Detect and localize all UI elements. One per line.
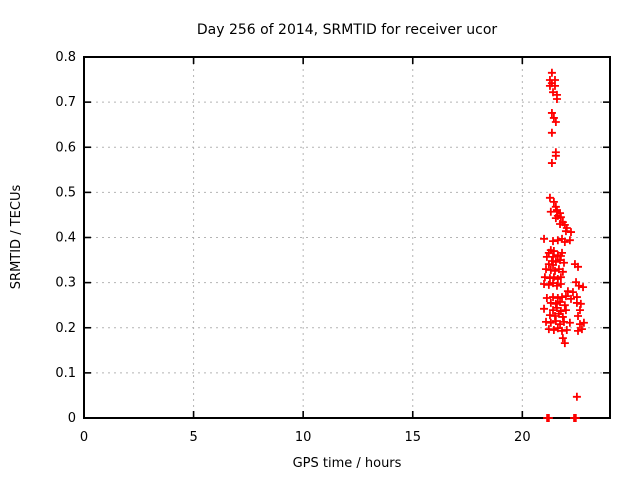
data-points xyxy=(540,68,588,422)
y-axis-label: SRMTID / TECUs xyxy=(9,185,24,290)
grid-lines xyxy=(84,57,610,418)
y-tick-label: 0.2 xyxy=(55,321,76,336)
y-tick-label: 0 xyxy=(68,411,76,426)
x-tick-label: 15 xyxy=(404,430,421,445)
y-tick-label: 0.5 xyxy=(55,185,76,200)
y-tick-label: 0.1 xyxy=(55,366,76,381)
x-axis-label: GPS time / hours xyxy=(293,456,402,471)
y-tick-label: 0.3 xyxy=(55,276,76,291)
x-tick-label: 10 xyxy=(295,430,312,445)
y-tick-labels: 0 0.1 0.2 0.3 0.4 0.5 0.6 0.7 0.8 xyxy=(55,50,76,426)
y-tick-label: 0.4 xyxy=(55,231,76,246)
x-tick-label: 0 xyxy=(80,430,88,445)
y-tick-label: 0.7 xyxy=(55,95,76,110)
x-tick-label: 5 xyxy=(189,430,197,445)
chart-title: Day 256 of 2014, SRMTID for receiver uco… xyxy=(197,22,498,38)
y-tick-label: 0.8 xyxy=(55,50,76,65)
data-point-markers xyxy=(540,68,588,422)
x-tick-labels: 0 5 10 15 20 xyxy=(80,430,531,445)
y-tick-label: 0.6 xyxy=(55,140,76,155)
axis-ticks xyxy=(83,56,610,419)
x-tick-label: 20 xyxy=(514,430,531,445)
